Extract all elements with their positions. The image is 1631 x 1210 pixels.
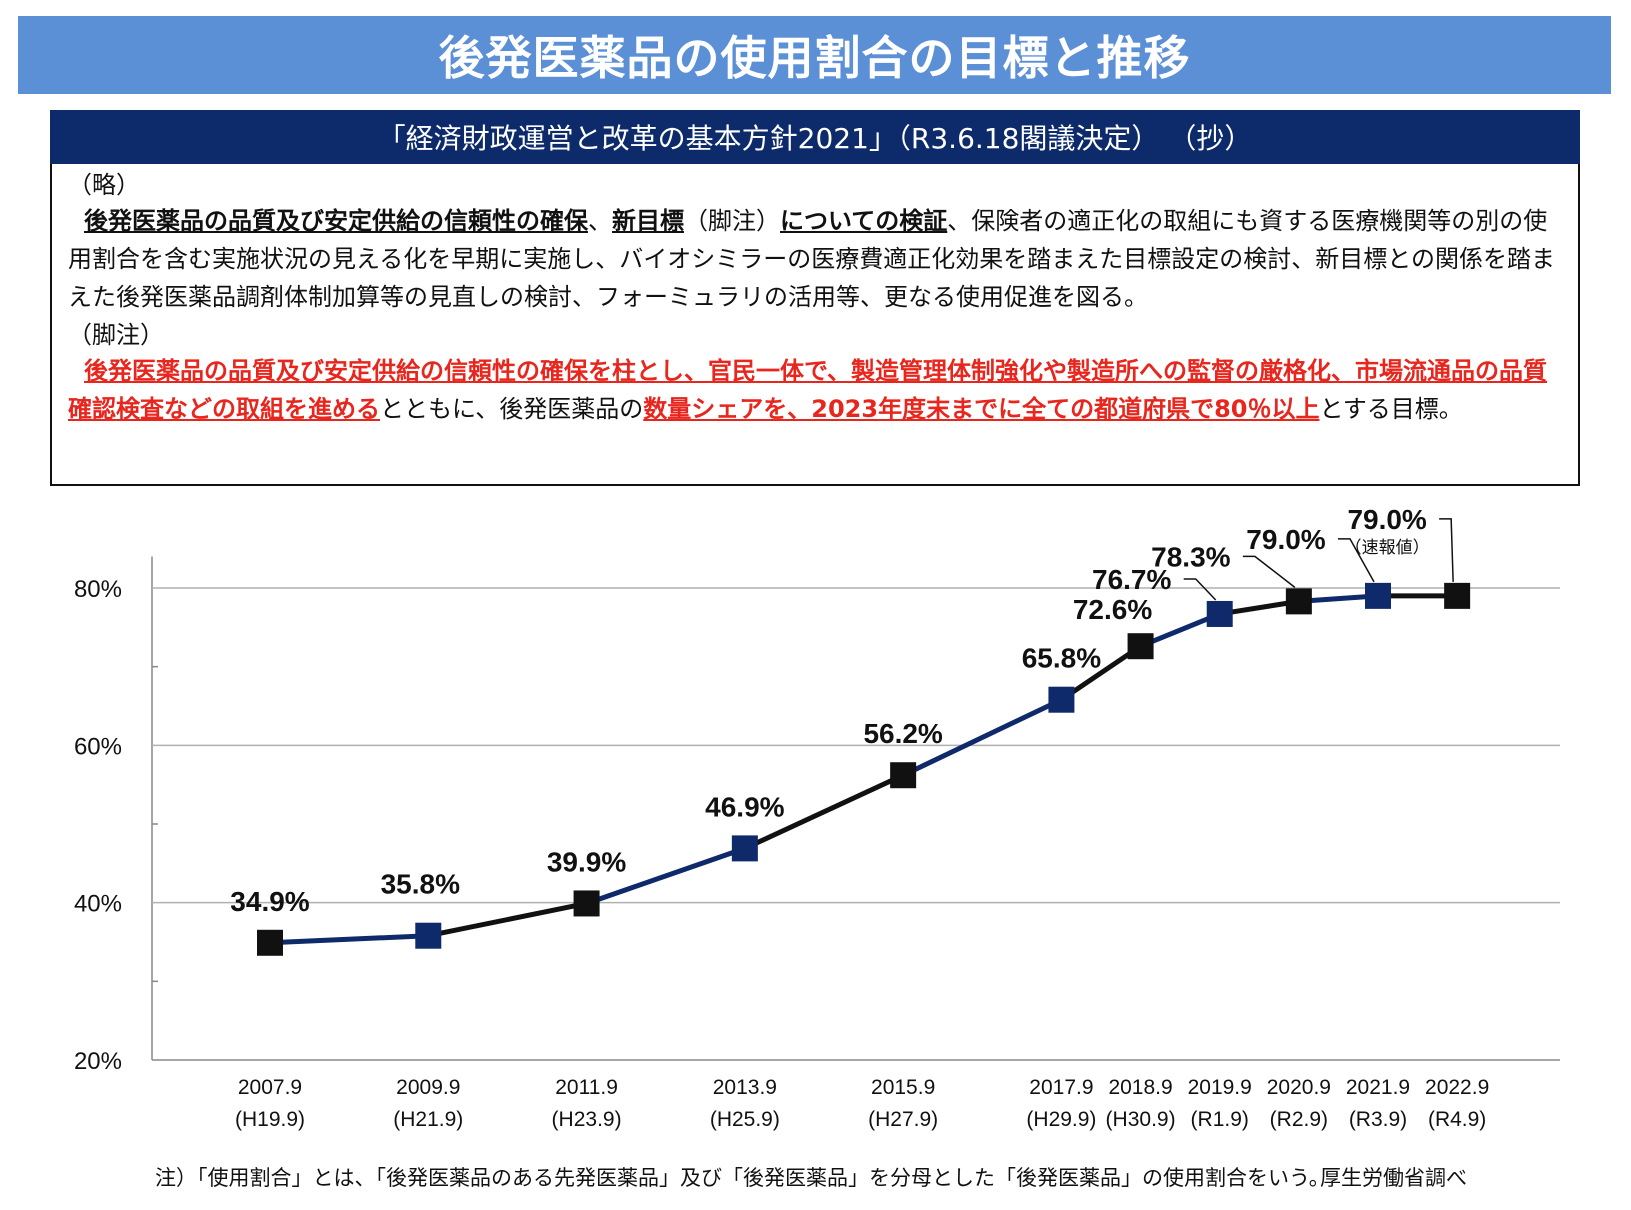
- data-label: 65.8%: [1022, 643, 1101, 674]
- y-tick-label: 40%: [74, 891, 122, 918]
- x-tick-sublabel: (H19.9): [235, 1108, 305, 1131]
- x-tick-sublabel: (H25.9): [710, 1108, 780, 1131]
- data-point-marker: [1444, 582, 1471, 609]
- footnote-marker: （脚注）: [68, 321, 164, 349]
- series-line-segment: [1060, 644, 1142, 702]
- data-label-leader-line: [1183, 578, 1217, 601]
- policy-text: 、保険者の適正化の取組にも資する医療機関等の別の使用割合を含む実施状況の見える化…: [68, 207, 1556, 311]
- x-tick-label: 2013.9: [713, 1076, 777, 1099]
- chart-note: 注）「使用割合」とは、「後発医薬品のある先発医薬品」及び「後発医薬品」を分母とし…: [155, 1166, 1330, 1190]
- x-tick-sublabel: (H29.9): [1026, 1108, 1096, 1131]
- data-point-marker: [1206, 600, 1233, 627]
- data-label: 72.6%: [1073, 594, 1152, 625]
- x-tick-sublabel: (R1.9): [1191, 1108, 1249, 1131]
- data-label-leader-line: [1439, 518, 1454, 582]
- policy-emphasis-quality: 後発医薬品の品質及び安定供給の信頼性の確保: [84, 207, 588, 235]
- data-point-marker: [1365, 582, 1391, 609]
- data-point-marker: [1285, 588, 1312, 615]
- footnote-paragraph: 後発医薬品の品質及び安定供給の信頼性の確保を柱とし、官民一体で、製造管理体制強化…: [68, 352, 1568, 428]
- data-label: 35.8%: [381, 869, 460, 900]
- page-title: 後発医薬品の使用割合の目標と推移: [18, 16, 1611, 94]
- data-label: 56.2%: [863, 718, 942, 749]
- data-point-marker: [573, 890, 600, 917]
- series-line-segment: [743, 772, 905, 851]
- series-line-segment: [1219, 598, 1300, 617]
- policy-paragraph: 後発医薬品の品質及び安定供給の信頼性の確保、新目標（脚注）についての検証、保険者…: [68, 202, 1568, 316]
- x-tick-label: 2022.9: [1425, 1076, 1489, 1099]
- policy-omitted-marker: （略）: [68, 171, 140, 199]
- policy-text: 、: [588, 207, 612, 235]
- y-tick-label: 20%: [74, 1048, 122, 1075]
- x-tick-label: 2015.9: [871, 1076, 935, 1099]
- policy-heading: 「経済財政運営と改革の基本方針2021」（R3.6.18閣議決定） （抄）: [50, 110, 1580, 164]
- policy-text-box: （略） 後発医薬品の品質及び安定供給の信頼性の確保、新目標（脚注）についての検証…: [50, 164, 1580, 486]
- data-label-leader-line: [1338, 538, 1375, 583]
- series-line-segment: [427, 901, 588, 939]
- footnote-text: とする目標。: [1319, 395, 1463, 423]
- series-line-segment: [585, 846, 746, 906]
- y-tick-label: 80%: [74, 576, 122, 603]
- x-tick-label: 2017.9: [1029, 1076, 1093, 1099]
- data-point-marker: [1048, 686, 1075, 713]
- policy-emphasis-verification: についての検証: [780, 207, 948, 235]
- footnote-red-emphasis: 後発医薬品の品質及び安定供給の信頼性の確保を柱とし、官民一体で、製造管理体制強化…: [68, 357, 1548, 423]
- data-label-leader-line: [1242, 555, 1296, 588]
- x-tick-label: 2007.9: [238, 1076, 302, 1099]
- x-tick-label: 2020.9: [1267, 1076, 1331, 1099]
- policy-footnote-ref: （脚注）: [684, 207, 780, 235]
- policy-emphasis-new-target: 新目標: [612, 207, 684, 235]
- x-tick-label: 2011.9: [555, 1076, 618, 1099]
- x-tick-label: 2009.9: [396, 1076, 460, 1099]
- data-source: 厚生労働省調べ: [1320, 1166, 1467, 1190]
- series-line-segment: [902, 697, 1063, 778]
- data-label: 79.0%: [1246, 524, 1325, 555]
- data-label: 46.9%: [705, 791, 784, 822]
- data-label: 79.0%: [1347, 504, 1426, 535]
- data-point-marker: [890, 762, 917, 789]
- x-tick-label: 2021.9: [1346, 1076, 1410, 1099]
- data-point-marker: [1127, 633, 1154, 660]
- data-point-marker: [731, 835, 758, 862]
- x-tick-sublabel: (R4.9): [1428, 1108, 1486, 1131]
- series-line-segment: [269, 933, 429, 946]
- data-label: 76.7%: [1092, 564, 1171, 595]
- usage-rate-line-chart: 20% 40% 60% 80% 34.9% 35.8% 39.9% 46.9% 56.2% 65.…: [74, 504, 1560, 1131]
- series-line-segment: [1139, 611, 1221, 649]
- y-tick-label: 60%: [74, 733, 122, 760]
- preliminary-value-note: （速報値）: [1345, 538, 1430, 558]
- x-tick-sublabel: (H21.9): [393, 1108, 463, 1131]
- data-label: 39.9%: [547, 846, 626, 877]
- x-tick-sublabel: (H23.9): [552, 1108, 622, 1131]
- x-tick-label: 2019.9: [1188, 1076, 1252, 1099]
- footnote-text: とともに、後発医薬品の: [380, 395, 644, 423]
- footnote-red-target: 数量シェアを、2023年度末までに全ての都道府県で80％以上: [643, 395, 1320, 423]
- data-label: 78.3%: [1151, 541, 1230, 572]
- x-tick-label: 2018.9: [1108, 1076, 1172, 1099]
- x-tick-sublabel: (H30.9): [1106, 1108, 1176, 1131]
- data-point-marker: [257, 929, 283, 956]
- x-tick-sublabel: (R2.9): [1270, 1108, 1328, 1131]
- x-tick-sublabel: (H27.9): [868, 1108, 938, 1131]
- x-tick-sublabel: (R3.9): [1349, 1108, 1407, 1131]
- series-line-segment: [1298, 593, 1379, 604]
- data-label: 34.9%: [230, 886, 309, 917]
- data-point-marker: [415, 922, 442, 949]
